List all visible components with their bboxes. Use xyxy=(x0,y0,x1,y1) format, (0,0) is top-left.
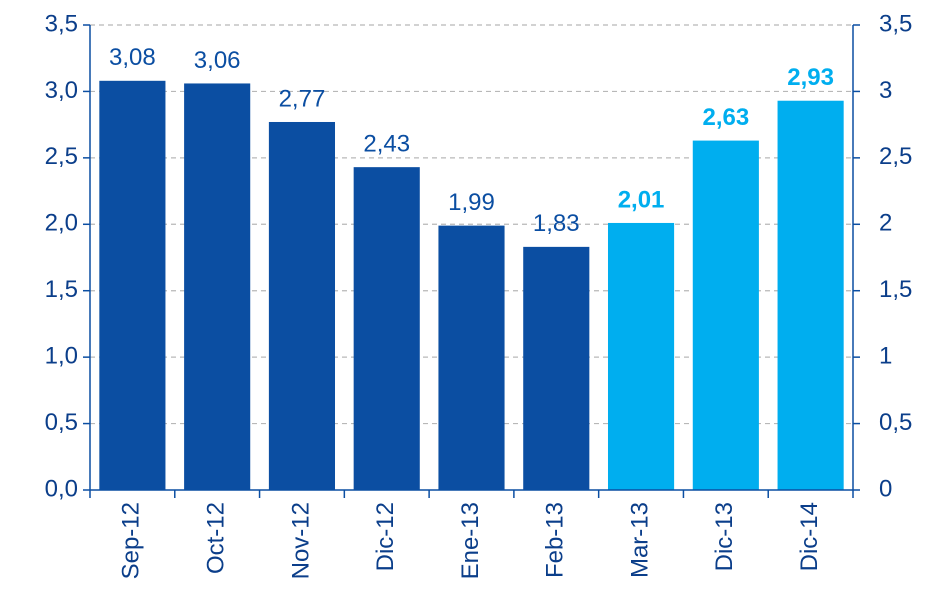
value-label: 2,43 xyxy=(363,131,410,158)
y-tick-label: 0,5 xyxy=(45,409,78,436)
bar xyxy=(607,222,675,490)
bar xyxy=(523,246,590,490)
y2-tick-label: 2 xyxy=(879,210,892,237)
y2-tick-label: 1,5 xyxy=(879,276,912,303)
y-tick-label: 3,0 xyxy=(45,77,78,104)
y2-tick-label: 3,5 xyxy=(879,10,912,37)
value-label: 3,06 xyxy=(194,47,241,74)
y-tick-label: 1,5 xyxy=(45,276,78,303)
y2-tick-label: 0,5 xyxy=(879,409,912,436)
x-tick-label: Dic-13 xyxy=(711,502,738,571)
x-tick-label: Feb-13 xyxy=(542,502,569,578)
x-tick-label: Nov-12 xyxy=(287,502,314,579)
bar xyxy=(184,83,251,490)
x-tick-label: Ene-13 xyxy=(457,502,484,579)
x-tick-label: Mar-13 xyxy=(626,502,653,578)
y2-tick-label: 0 xyxy=(879,475,892,502)
bar xyxy=(692,140,759,491)
y-tick-label: 2,5 xyxy=(45,143,78,170)
x-tick-label: Oct-12 xyxy=(203,502,230,574)
value-label: 1,99 xyxy=(448,189,495,216)
value-label: 2,01 xyxy=(618,186,665,213)
bar xyxy=(99,80,166,491)
bar xyxy=(438,225,505,490)
x-tick-label: Dic-14 xyxy=(796,502,823,571)
value-label: 1,83 xyxy=(533,210,580,237)
value-label: 2,93 xyxy=(787,64,834,91)
y-tick-label: 0,0 xyxy=(45,475,78,502)
y-tick-label: 1,0 xyxy=(45,342,78,369)
y2-tick-label: 2,5 xyxy=(879,143,912,170)
value-label: 3,08 xyxy=(109,44,156,71)
bar xyxy=(353,167,420,490)
y-tick-label: 2,0 xyxy=(45,210,78,237)
x-tick-label: Dic-12 xyxy=(372,502,399,571)
y2-tick-label: 3 xyxy=(879,77,892,104)
bar xyxy=(268,121,336,490)
x-tick-label: Sep-12 xyxy=(118,502,145,579)
y2-tick-label: 1 xyxy=(879,342,892,369)
value-label: 2,63 xyxy=(702,104,749,131)
y-tick-label: 3,5 xyxy=(45,10,78,37)
bar xyxy=(777,100,844,490)
value-label: 2,77 xyxy=(279,85,326,112)
